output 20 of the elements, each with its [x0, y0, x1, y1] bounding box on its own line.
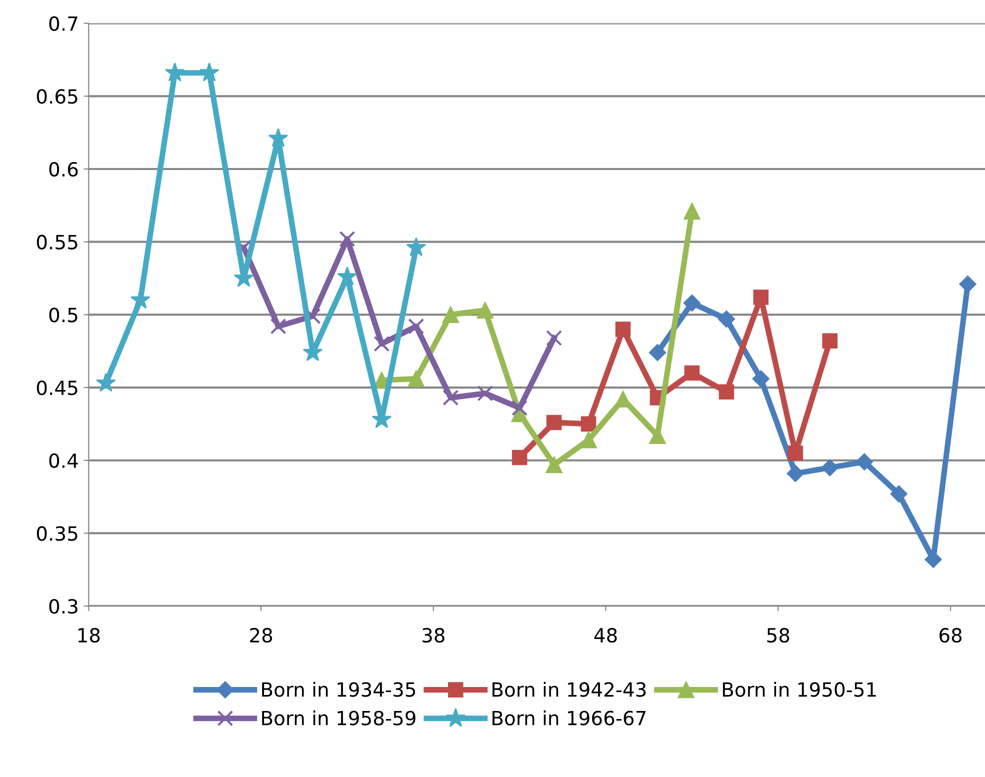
x-tick-label: 58	[767, 628, 790, 643]
y-tick-label: 0.45	[36, 380, 78, 396]
legend-label: Born in 1950-51	[722, 682, 876, 697]
y-tick-label: 0.6	[49, 162, 78, 177]
legend-label: Born in 1934-35	[262, 682, 416, 697]
y-tick-label: 0.35	[36, 526, 78, 541]
y-tick-label: 0.3	[49, 599, 78, 614]
x-tick-label: 18	[78, 628, 100, 643]
y-tick-label: 0.7	[49, 16, 78, 31]
x-tick-label: 28	[250, 628, 272, 643]
y-tick-label: 0.65	[36, 89, 78, 104]
legend-label: Born in 1966-67	[492, 710, 646, 726]
x-tick-label: 38	[422, 628, 444, 643]
x-tick-label: 68	[940, 628, 962, 643]
legend-label: Born in 1958-59	[262, 710, 416, 726]
y-tick-label: 0.55	[36, 234, 78, 250]
legend-label: Born in 1942-43	[492, 682, 646, 697]
x-tick-label: 48	[594, 628, 617, 643]
y-tick-label: 0.5	[49, 308, 78, 322]
y-tick-label: 0.4	[49, 453, 78, 468]
